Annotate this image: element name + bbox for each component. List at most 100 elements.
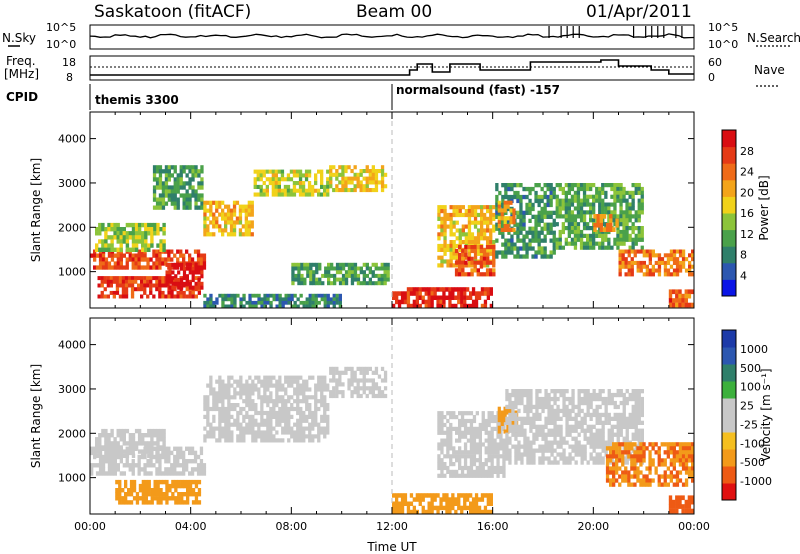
velocity-cell <box>666 454 670 459</box>
power-cell <box>607 245 611 250</box>
velocity-cell <box>150 445 154 450</box>
power-cell <box>194 266 198 271</box>
power-cell <box>257 300 261 305</box>
velocity-cell <box>104 449 108 454</box>
velocity-cell <box>514 404 518 410</box>
velocity-cell <box>427 505 431 511</box>
power-cell <box>467 209 472 214</box>
power-cell <box>452 205 456 210</box>
velocity-cell <box>266 395 270 400</box>
velocity-cell <box>400 509 405 515</box>
power-cell <box>374 188 379 193</box>
velocity-cell <box>452 469 456 474</box>
velocity-cell <box>472 426 477 431</box>
power-cell <box>298 184 303 189</box>
velocity-cell <box>224 406 228 412</box>
velocity-cell <box>260 383 264 388</box>
power-cell <box>98 265 103 270</box>
power-cell <box>485 252 490 257</box>
velocity-cell <box>224 426 228 431</box>
velocity-cell <box>440 422 444 428</box>
velocity-cell <box>621 474 625 479</box>
power-cell <box>162 231 166 236</box>
velocity-cell <box>188 488 193 493</box>
power-ylabel: Slant Range [km] <box>29 158 43 262</box>
power-cell <box>666 260 671 265</box>
velocity-cell <box>598 412 602 418</box>
velocity-cell <box>637 420 641 425</box>
velocity-cell <box>218 410 222 416</box>
power-cell <box>188 201 192 206</box>
power-cell <box>218 293 222 298</box>
power-cell <box>386 262 390 267</box>
velocity-cell <box>535 408 539 414</box>
power-cell <box>687 289 692 295</box>
power-cell <box>424 299 428 305</box>
velocity-cell <box>257 430 261 435</box>
velocity-cell <box>515 410 519 415</box>
power-cell <box>341 266 346 271</box>
velocity-cell <box>523 432 527 437</box>
power-cell <box>437 243 441 249</box>
power-cell <box>165 278 169 283</box>
velocity-cell <box>687 442 692 447</box>
power-cell <box>295 173 300 178</box>
power-cell <box>540 218 544 223</box>
velocity-cell <box>502 462 506 467</box>
power-cell <box>306 273 310 278</box>
power-cell <box>141 239 145 244</box>
power-cell <box>107 261 112 266</box>
power-cell <box>463 295 467 300</box>
velocity-cell <box>595 396 599 402</box>
power-cell <box>433 295 437 300</box>
velocity-cell <box>215 391 219 396</box>
power-cell <box>534 238 538 243</box>
power-cell <box>561 198 565 203</box>
power-cell <box>440 263 444 268</box>
velocity-cell <box>502 438 506 443</box>
power-cell <box>437 209 441 214</box>
power-cell <box>164 165 169 170</box>
power-cell <box>473 245 477 250</box>
velocity-cell <box>320 426 324 431</box>
power-cell <box>104 247 108 252</box>
velocity-cell <box>514 424 518 429</box>
velocity-cell <box>436 505 440 511</box>
velocity-cell <box>177 496 181 501</box>
power-cell <box>197 266 201 271</box>
velocity-cell <box>532 436 536 441</box>
velocity-cell <box>227 383 231 388</box>
power-cell <box>238 216 243 221</box>
power-cell <box>314 188 318 193</box>
velocity-cell <box>177 479 181 485</box>
power-cell <box>200 281 204 286</box>
velocity-cell <box>153 483 157 489</box>
power-cell <box>115 287 120 292</box>
power-cell <box>158 257 162 262</box>
velocity-cell <box>654 470 658 475</box>
power-cell <box>326 297 330 302</box>
velocity-cell <box>493 426 497 431</box>
velocity-cell <box>215 438 219 443</box>
power-cell <box>295 188 300 193</box>
velocity-cell <box>152 446 156 451</box>
velocity-cell <box>224 430 228 435</box>
velocity-cell <box>209 406 213 412</box>
velocity-cell <box>586 412 590 418</box>
velocity-cell <box>440 469 444 474</box>
power-cell <box>368 176 372 181</box>
power-cell <box>561 229 565 235</box>
velocity-cell <box>107 463 112 468</box>
cpid-segment-2: normalsound (fast) -157 <box>396 83 560 97</box>
power-cell <box>327 273 331 278</box>
power-cell <box>277 169 281 174</box>
freq-panel: Freq. [MHz] 18 8 60 0 Nave <box>4 54 785 87</box>
power-cell <box>546 183 550 188</box>
power-cell <box>227 293 231 298</box>
power-cell <box>537 218 541 223</box>
power-cell <box>637 190 641 195</box>
power-cell <box>473 264 477 269</box>
power-cell <box>497 208 501 213</box>
power-cell <box>473 268 477 273</box>
power-cell <box>185 274 189 279</box>
